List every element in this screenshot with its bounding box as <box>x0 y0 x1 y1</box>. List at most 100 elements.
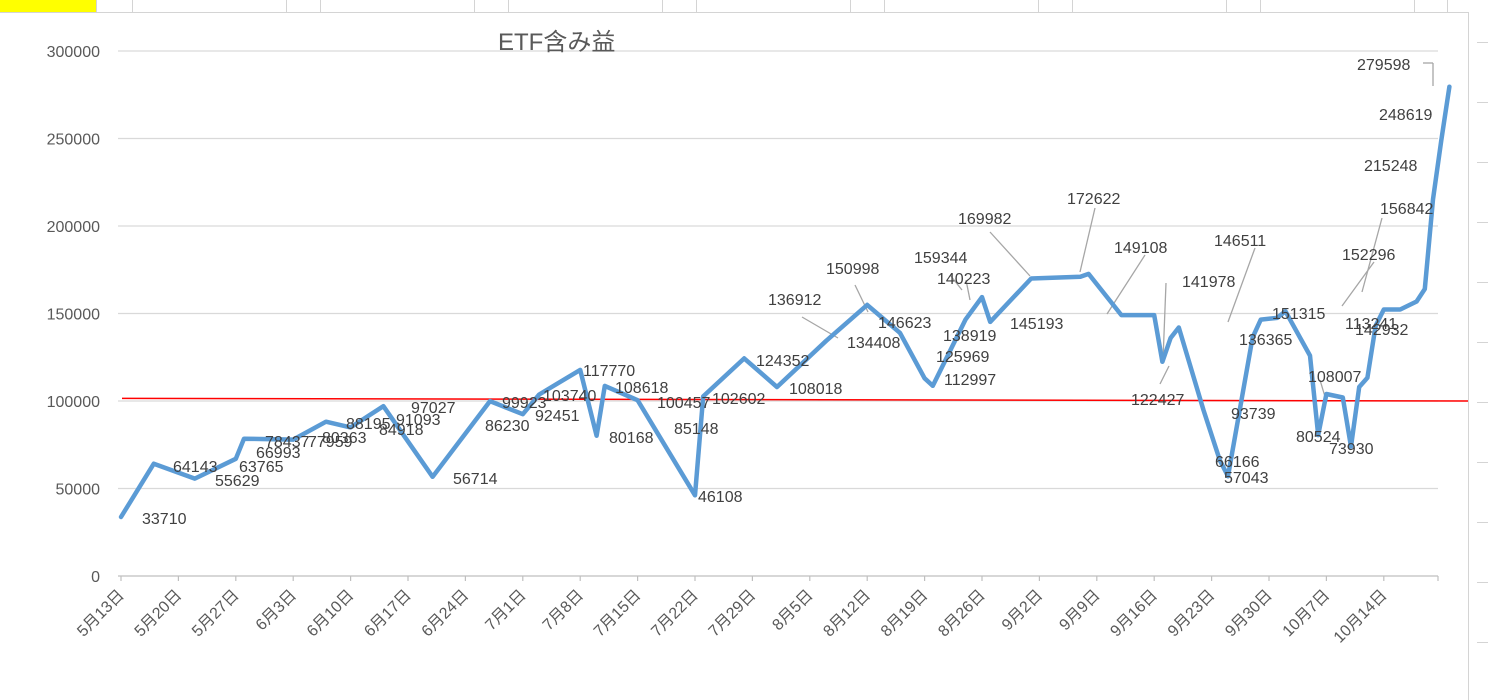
row-line <box>1477 462 1488 463</box>
x-tick-label: 5月27日 <box>189 587 243 641</box>
x-tick-label: 9月23日 <box>1165 587 1219 641</box>
highlighted-cell[interactable] <box>0 0 97 12</box>
x-tick-label: 10月14日 <box>1331 587 1391 647</box>
x-tick-label: 5月20日 <box>132 587 186 641</box>
grid-cell[interactable] <box>850 0 885 12</box>
data-label: 117770 <box>583 363 635 380</box>
y-axis: 0 50000 100000 150000 200000 250000 300000 <box>47 44 100 586</box>
row-line <box>1477 522 1488 523</box>
data-label: 64143 <box>173 459 218 476</box>
data-label: 279598 <box>1357 57 1410 74</box>
spreadsheet-right-column <box>1468 12 1488 700</box>
data-label: 86230 <box>485 418 530 435</box>
data-label: 140223 <box>937 271 990 288</box>
y-tick-label: 300000 <box>47 44 100 61</box>
x-tick-label: 8月19日 <box>878 587 932 641</box>
data-label: 122427 <box>1131 392 1184 409</box>
y-tick-label: 50000 <box>56 482 101 499</box>
grid-cell[interactable] <box>1038 0 1073 12</box>
data-label: 92451 <box>535 408 580 425</box>
grid-cell[interactable] <box>884 0 1039 12</box>
y-tick-label: 0 <box>91 569 100 586</box>
leader-line <box>1341 261 1375 307</box>
x-tick-label: 7月8日 <box>540 587 587 634</box>
x-tick-label: 10月7日 <box>1280 587 1334 641</box>
row-line <box>1477 582 1488 583</box>
data-label: 108618 <box>615 380 668 397</box>
data-label: 66993 <box>256 445 301 462</box>
chart-title: ETF含み益 <box>498 29 615 56</box>
y-tick-label: 150000 <box>47 307 100 324</box>
data-label: 56714 <box>453 471 498 488</box>
data-label: 136365 <box>1239 332 1292 349</box>
data-label: 136912 <box>768 292 821 309</box>
grid-cell[interactable] <box>320 0 475 12</box>
row-line <box>1477 402 1488 403</box>
grid-cell[interactable] <box>508 0 663 12</box>
leader-line <box>1361 217 1383 293</box>
data-label: 46108 <box>698 489 743 506</box>
data-label: 55629 <box>215 473 260 490</box>
data-label: 80363 <box>322 430 367 447</box>
data-label: 88195 <box>346 416 391 433</box>
data-label: 102602 <box>712 391 765 408</box>
leader-line <box>1159 365 1170 385</box>
grid-cell[interactable] <box>662 0 697 12</box>
row-line <box>1477 342 1488 343</box>
label-leader-lines <box>801 62 1434 401</box>
leader-line <box>949 274 963 291</box>
data-label: 84918 <box>379 422 424 439</box>
x-tick-label: 9月30日 <box>1222 587 1276 641</box>
data-label: 215248 <box>1364 158 1417 175</box>
grid-cell[interactable] <box>1226 0 1261 12</box>
row-line <box>1477 222 1488 223</box>
data-label: 146511 <box>1214 233 1266 250</box>
x-tick-label: 8月26日 <box>935 587 989 641</box>
series-line-etf[interactable] <box>118 84 1452 520</box>
data-label: 91093 <box>396 412 441 429</box>
x-tick-label: 9月2日 <box>999 587 1046 634</box>
data-label: 134408 <box>847 335 900 352</box>
row-line <box>1477 42 1488 43</box>
grid-cell[interactable] <box>474 0 509 12</box>
grid-cell[interactable] <box>696 0 851 12</box>
data-label: 108007 <box>1308 369 1361 386</box>
data-label: 138919 <box>943 328 996 345</box>
data-label: 57043 <box>1224 470 1269 487</box>
y-tick-label: 200000 <box>47 219 100 236</box>
data-label: 141978 <box>1182 274 1235 291</box>
data-label: 112997 <box>944 372 996 389</box>
data-label: 113241 <box>1345 316 1397 333</box>
grid-cell[interactable] <box>96 0 133 12</box>
x-tick-label: 8月5日 <box>769 587 816 634</box>
data-label: 159344 <box>914 250 967 267</box>
grid-cell[interactable] <box>1072 0 1227 12</box>
data-label: 33710 <box>142 511 187 528</box>
grid-cell[interactable] <box>132 0 287 12</box>
leader-line <box>1162 282 1167 361</box>
data-label: 169982 <box>958 211 1011 228</box>
data-label: 124352 <box>756 353 809 370</box>
grid-cell[interactable] <box>1414 0 1448 12</box>
data-label: 248619 <box>1379 107 1432 124</box>
x-tick-label: 5月13日 <box>74 587 128 641</box>
x-tick-label: 9月9日 <box>1056 587 1103 634</box>
row-line <box>1477 162 1488 163</box>
row-line <box>1477 642 1488 643</box>
grid-cell[interactable] <box>286 0 321 12</box>
leader-line <box>1079 207 1096 273</box>
grid-cell[interactable] <box>1260 0 1415 12</box>
data-labels: 33710 64143556296376566993784377795980363… <box>142 57 1433 528</box>
x-tick-label: 9月16日 <box>1107 587 1161 641</box>
y-tick-label: 100000 <box>47 394 100 411</box>
row-line <box>1477 102 1488 103</box>
x-tick-label: 6月24日 <box>419 587 473 641</box>
data-label: 80524 <box>1296 429 1341 446</box>
data-label: 97027 <box>411 400 456 417</box>
data-label: 80168 <box>609 430 654 447</box>
x-tick-label: 6月3日 <box>253 587 300 634</box>
y-tick-label: 250000 <box>47 132 100 149</box>
x-tick-label: 8月12日 <box>820 587 874 641</box>
data-label: 108018 <box>789 381 842 398</box>
